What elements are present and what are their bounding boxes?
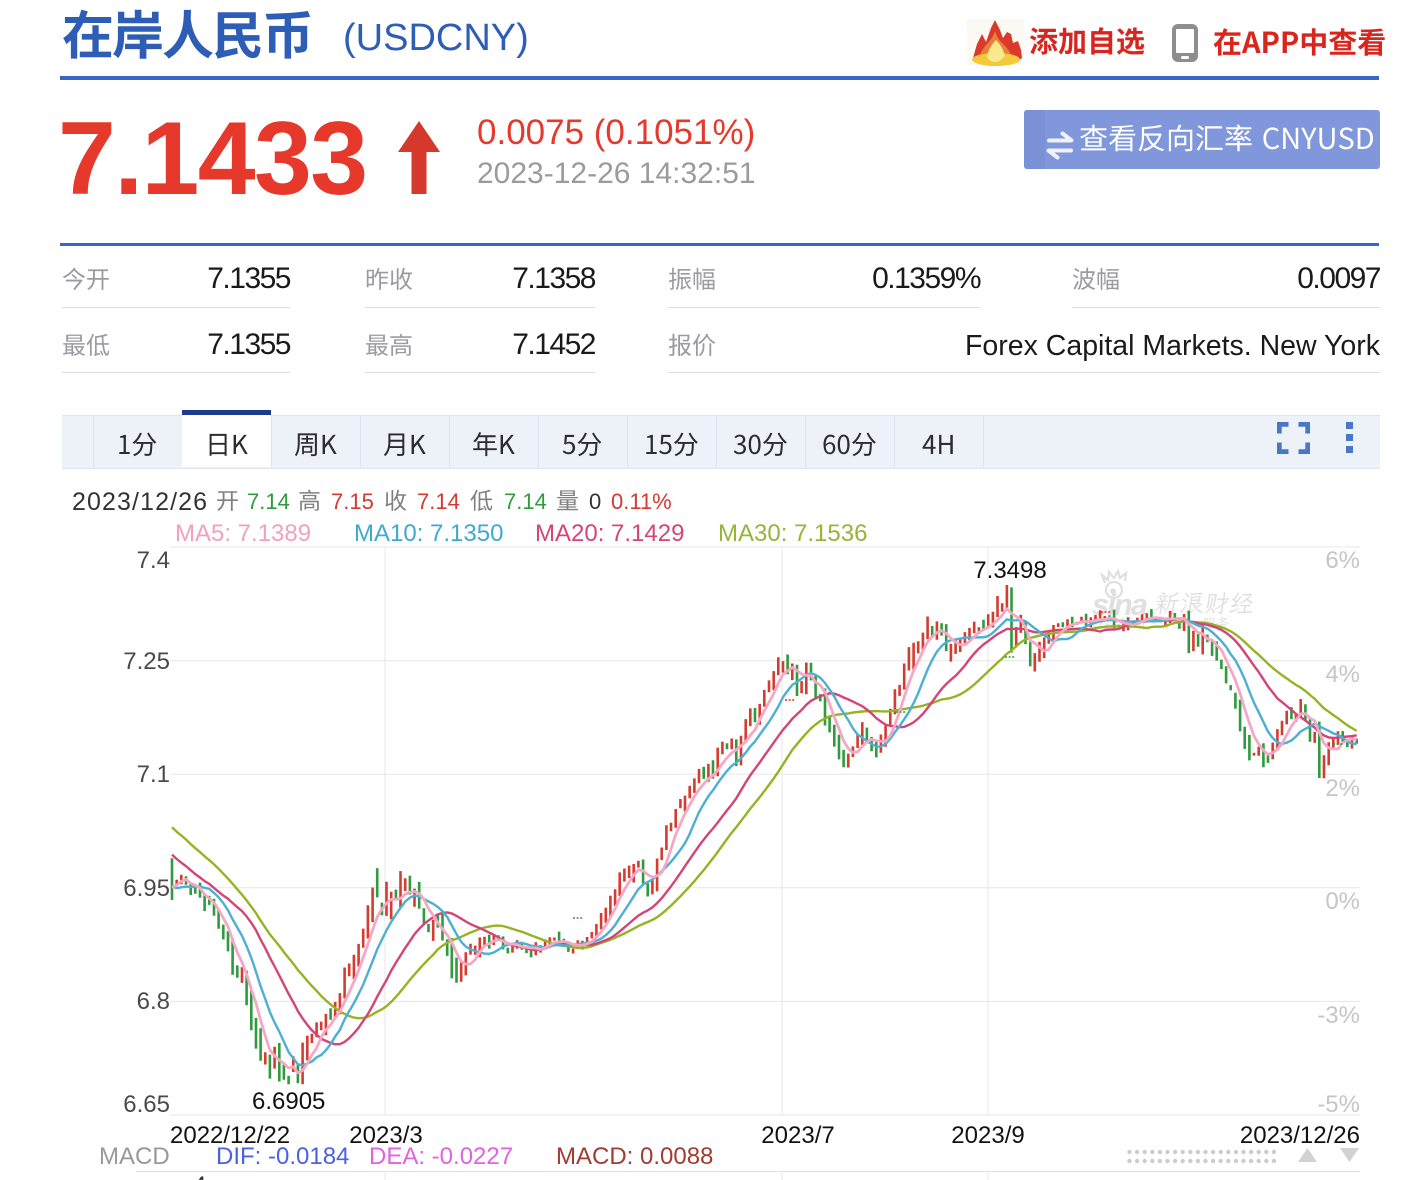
svg-text:7.25: 7.25 [123,648,170,675]
svg-text:7.14: 7.14 [504,489,547,514]
svg-text:7.4: 7.4 [137,547,170,574]
svg-text:4%: 4% [1325,661,1360,688]
svg-text:MA10: 7.1350: MA10: 7.1350 [354,520,503,547]
svg-text:MA20: 7.1429: MA20: 7.1429 [535,520,684,547]
svg-text:2023/3: 2023/3 [349,1122,422,1149]
svg-text:4: 4 [193,1172,206,1180]
svg-text:MA30: 7.1536: MA30: 7.1536 [718,520,867,547]
svg-text:7.1: 7.1 [137,761,170,788]
svg-text:6.95: 6.95 [123,875,170,902]
svg-text:2023/9: 2023/9 [951,1122,1024,1149]
svg-text:2023/12/26: 2023/12/26 [72,488,208,516]
svg-text:7.3498: 7.3498 [973,557,1046,584]
svg-text:sina: sina [1092,587,1148,622]
svg-text:6%: 6% [1325,547,1360,574]
svg-text:6.8: 6.8 [137,988,170,1015]
svg-text:0%: 0% [1325,888,1360,915]
svg-text:6.65: 6.65 [123,1091,170,1118]
svg-text:MA5: 7.1389: MA5: 7.1389 [175,520,311,547]
svg-text:2023/7: 2023/7 [761,1122,834,1149]
svg-text:MACD: 0.0088: MACD: 0.0088 [556,1143,713,1170]
svg-text:DEA: -0.0227: DEA: -0.0227 [369,1143,513,1170]
svg-text:-5%: -5% [1317,1091,1360,1118]
svg-text:MACD: MACD [99,1143,170,1170]
svg-text:DIF: -0.0184: DIF: -0.0184 [216,1143,349,1170]
svg-text:7.14: 7.14 [247,489,290,514]
svg-text:2023/12/26: 2023/12/26 [1240,1122,1360,1149]
svg-text:0: 0 [589,489,601,514]
svg-text:2022/12/22: 2022/12/22 [170,1122,290,1149]
svg-text:-3%: -3% [1317,1002,1360,1029]
svg-text:7.15: 7.15 [331,489,374,514]
svg-text:2%: 2% [1325,775,1360,802]
svg-text:7.14: 7.14 [417,489,460,514]
svg-text:0.11%: 0.11% [611,489,672,514]
svg-text:6.6905: 6.6905 [252,1088,325,1115]
